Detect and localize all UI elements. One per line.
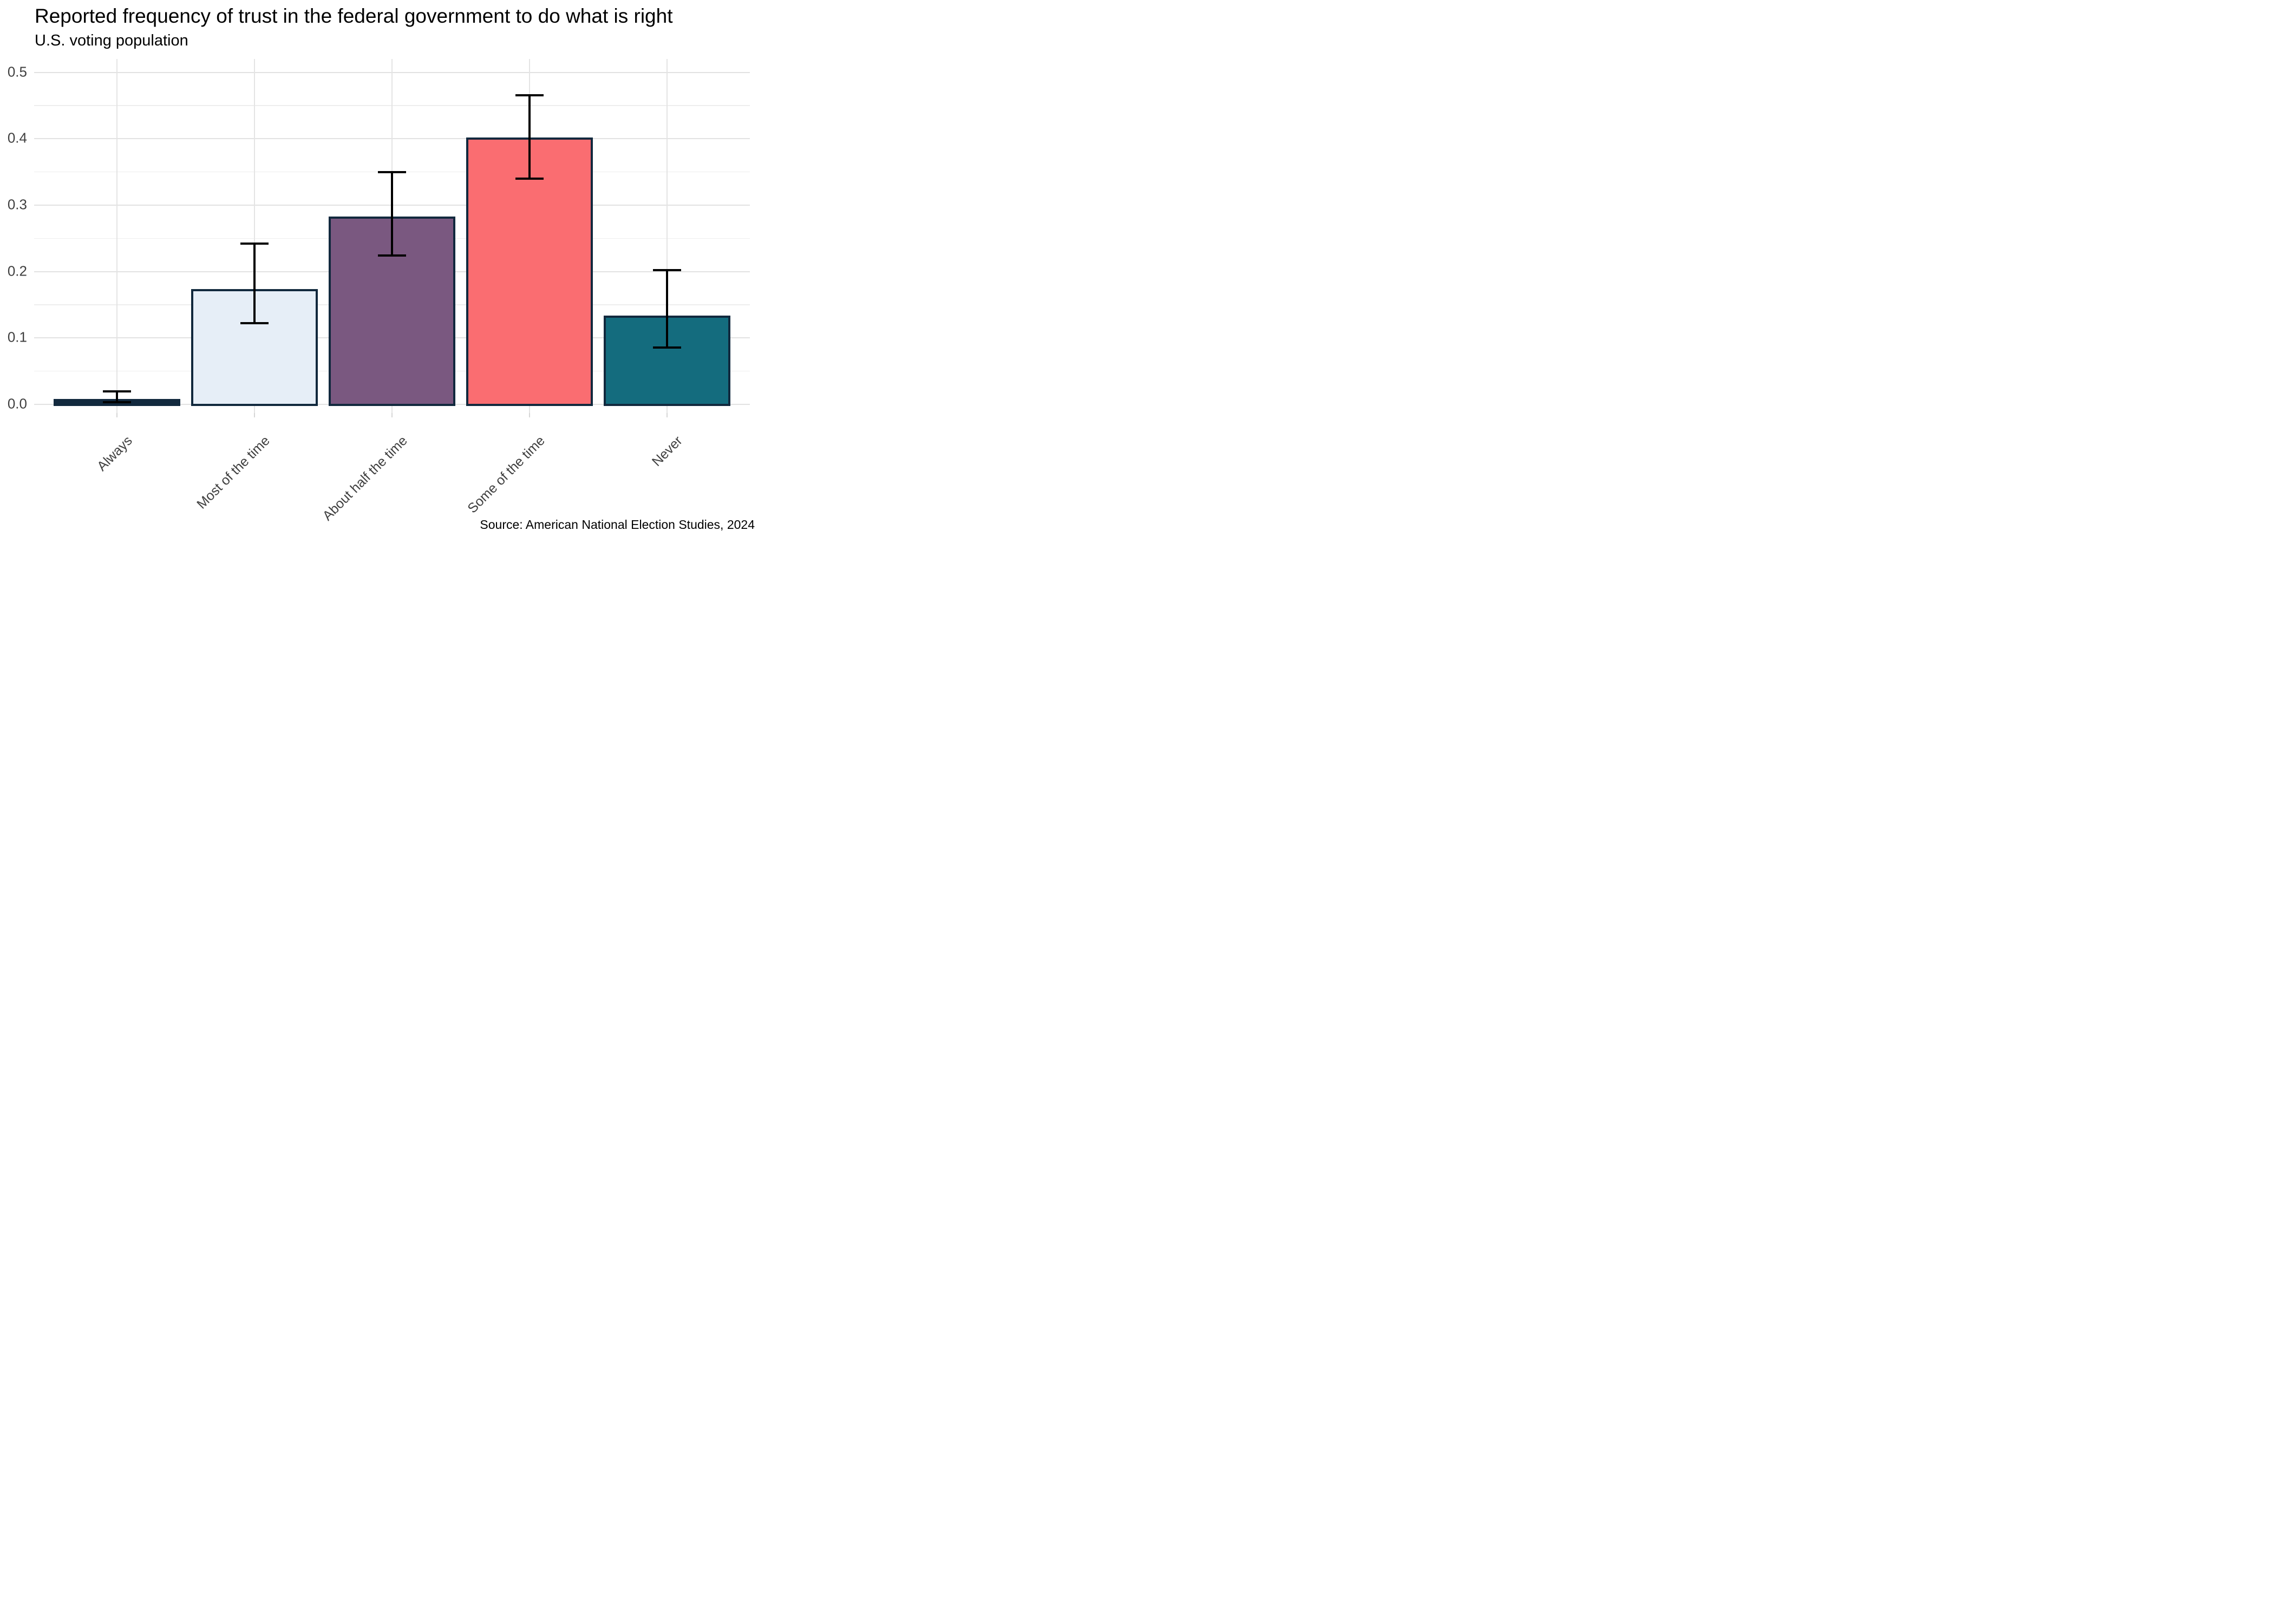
x-axis-tick	[666, 413, 668, 417]
error-bar-cap-bottom	[240, 322, 269, 325]
error-bar-cap-top	[515, 94, 544, 97]
error-bar-line	[666, 270, 668, 348]
y-axis-tick-label: 0.1	[7, 329, 27, 345]
chart-subtitle: U.S. voting population	[35, 32, 188, 49]
x-axis-tick	[391, 413, 393, 417]
x-axis-label-most-of-the-time: Most of the time	[194, 433, 273, 512]
source-caption: Source: American National Election Studi…	[480, 518, 755, 532]
x-major-gridline	[254, 59, 255, 413]
x-axis-tick	[529, 413, 530, 417]
chart-title: Reported frequency of trust in the feder…	[35, 5, 673, 27]
x-major-gridline	[116, 59, 117, 413]
error-bar-line	[528, 95, 531, 179]
bar-some-of-the-time	[466, 137, 593, 406]
y-axis-tick-label: 0.5	[7, 63, 27, 80]
error-bar-cap-top	[378, 171, 406, 173]
y-axis-tick-label: 0.3	[7, 196, 27, 213]
error-bar-line	[253, 244, 256, 324]
x-major-gridline	[666, 59, 668, 413]
error-bar-cap-top	[103, 390, 131, 392]
y-axis-tick-label: 0.0	[7, 395, 27, 412]
error-bar-cap-bottom	[515, 177, 544, 180]
x-axis-label-never: Never	[649, 433, 685, 469]
x-axis-tick	[116, 413, 117, 417]
y-axis-tick-label: 0.2	[7, 262, 27, 279]
error-bar-cap-bottom	[653, 346, 681, 349]
error-bar-line	[391, 172, 393, 256]
error-bar-line	[116, 391, 118, 403]
x-axis-label-about-half-the-time: About half the time	[319, 433, 410, 524]
bar-never	[604, 315, 730, 406]
x-axis-label-always: Always	[94, 433, 135, 474]
y-axis-tick-label: 0.4	[7, 129, 27, 146]
x-axis-label-some-of-the-time: Some of the time	[465, 433, 548, 516]
error-bar-cap-top	[240, 243, 269, 245]
error-bar-cap-top	[653, 269, 681, 272]
error-bar-cap-bottom	[378, 254, 406, 257]
chart-figure: Reported frequency of trust in the feder…	[0, 0, 758, 541]
error-bar-cap-bottom	[103, 401, 131, 404]
x-axis-tick	[254, 413, 255, 417]
